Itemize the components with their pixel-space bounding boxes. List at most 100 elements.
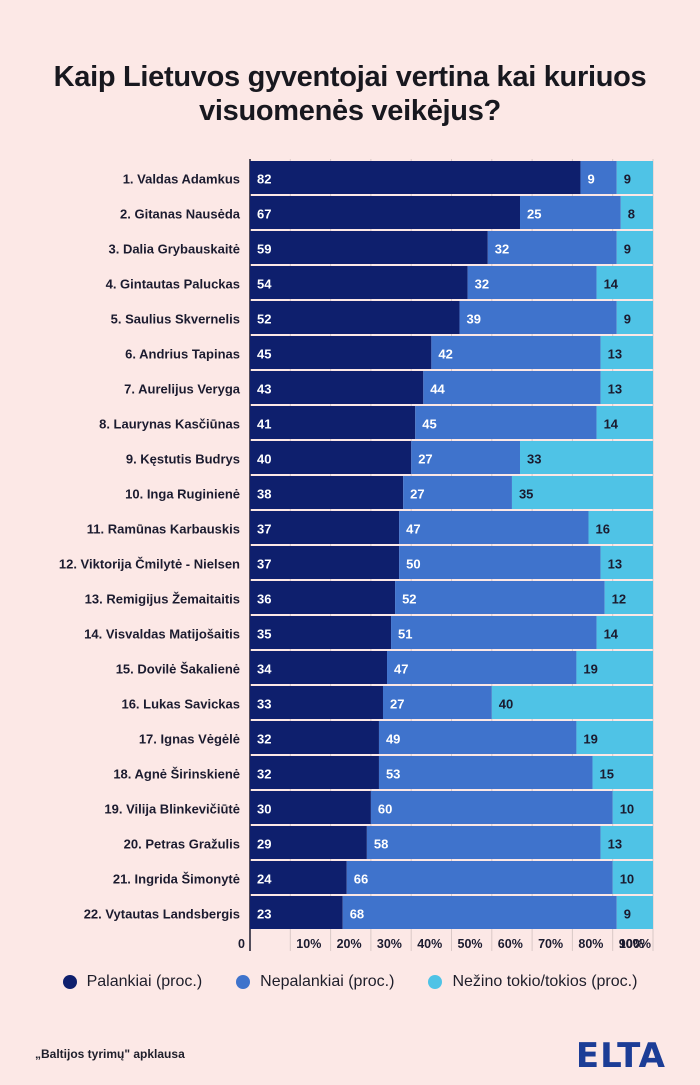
data-label: 14 [604,627,619,642]
bar-segment [250,861,347,894]
bar-segment [616,231,653,264]
data-label: 52 [257,312,271,327]
data-label: 45 [257,347,271,362]
data-label: 58 [374,837,388,852]
legend-item-unfavorable: Nepalankiai (proc.) [236,973,394,991]
bar-segment [250,336,432,369]
bar-segment [250,686,383,719]
bar-segment [600,826,653,859]
category-label: 22. Vytautas Landsbergis [84,907,240,922]
data-label: 9 [624,312,631,327]
category-label: 20. Petras Gražulis [124,837,240,852]
data-label: 27 [390,697,404,712]
category-label: 8. Laurynas Kasčiūnas [99,417,240,432]
data-label: 13 [608,382,622,397]
data-label: 47 [406,522,420,537]
data-label: 16 [596,522,610,537]
x-tick-label: 90% [619,937,644,951]
bar-segment [604,581,653,614]
category-label: 1. Valdas Adamkus [123,172,240,187]
bar-segment [395,581,605,614]
category-label: 17. Ignas Vėgėlė [139,732,240,747]
legend-item-unknown: Nežino tokio/tokios (proc.) [428,973,637,991]
category-label: 13. Remigijus Žemaitaitis [85,592,240,607]
category-label: 2. Gitanas Nausėda [120,207,241,222]
data-label: 32 [257,732,271,747]
bar-segment [250,756,379,789]
data-label: 68 [350,907,364,922]
bar-segment [592,756,653,789]
bar-segment [250,371,424,404]
bar-segment [588,511,653,544]
bar-segment [459,301,617,334]
data-label: 41 [257,417,271,432]
x-tick-label: 60% [498,937,523,951]
category-label: 19. Vilija Blinkevičiūtė [104,802,240,817]
bar-segment [378,721,577,754]
elta-logo: ELTA [575,1036,666,1076]
legend-swatch-unfavorable [236,975,251,989]
legend-swatch-unknown [428,975,443,989]
data-label: 40 [499,697,513,712]
category-label: 3. Dalia Grybauskaitė [108,242,240,257]
data-label: 27 [410,487,424,502]
bar-segment [250,476,404,509]
bar-segment [491,686,653,719]
legend: Palankiai (proc.) Nepalankiai (proc.) Ne… [0,973,700,991]
data-label: 67 [257,207,271,222]
bar-segment [600,546,653,579]
bar-segment [370,791,613,824]
bar-segment [431,336,601,369]
bar-segment [520,441,653,474]
data-label: 12 [612,592,626,607]
data-label: 52 [402,592,416,607]
bar-segment [250,511,400,544]
bar-segment [620,196,653,229]
data-label: 44 [430,382,445,397]
data-label: 32 [257,767,271,782]
bar-segment [250,616,392,649]
source-note: „Baltijos tyrimų" apklausa [35,1047,185,1061]
bar-segment [342,896,617,929]
data-label: 9 [624,907,631,922]
legend-swatch-favorable [62,975,77,989]
data-label: 49 [386,732,400,747]
bar-segment [382,686,492,719]
x-tick-label: 10% [296,937,321,951]
data-label: 13 [608,347,622,362]
bar-segment [612,861,653,894]
category-label: 11. Ramūnas Karbauskis [87,522,240,537]
legend-label-favorable: Palankiai (proc.) [86,973,203,990]
bar-segment [399,546,601,579]
data-label: 13 [608,557,622,572]
bar-segment [511,476,653,509]
data-label: 53 [386,767,400,782]
data-label: 39 [467,312,481,327]
bar-segment [378,756,593,789]
data-label: 19 [583,662,597,677]
bar-segment [616,161,653,194]
x-tick-label: 80% [578,937,603,951]
category-label: 14. Visvaldas Matijošaitis [84,627,240,642]
bar-segment [616,896,653,929]
data-label: 29 [257,837,271,852]
bar-segment [250,651,388,684]
bar-segment [250,301,460,334]
bar-segment [576,651,653,684]
data-label: 33 [257,697,271,712]
data-label: 8 [628,207,635,222]
bar-segment [250,196,521,229]
bar-segment [250,791,371,824]
bar-segment [580,161,617,194]
data-label: 32 [495,242,509,257]
category-label: 18. Agnė Širinskienė [113,767,240,782]
bar-segment [487,231,617,264]
data-label: 54 [257,277,272,292]
data-label: 59 [257,242,271,257]
legend-item-favorable: Palankiai (proc.) [62,973,203,991]
data-label: 47 [394,662,408,677]
bar-segment [596,616,653,649]
data-label: 45 [422,417,436,432]
data-label: 35 [257,627,271,642]
